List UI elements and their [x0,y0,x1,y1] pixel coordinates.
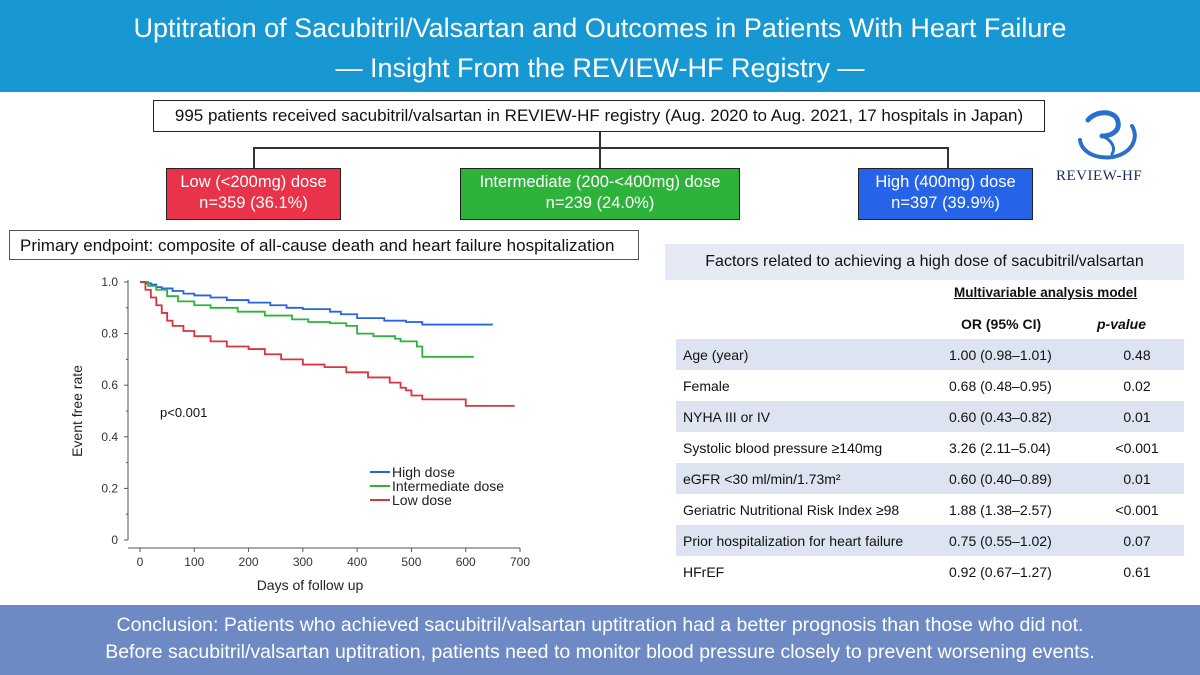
factor-label: Prior hospitalization for heart failure [683,533,904,549]
x-tick-label: 500 [401,555,421,569]
conclusion-line-1: Conclusion: Patients who achieved sacubi… [116,614,1084,636]
factor-row: Prior hospitalization for heart failure … [676,525,1184,556]
legend-label: High dose [392,464,455,480]
factor-or: 0.92 (0.67–1.27) [949,564,1052,580]
primary-endpoint-label: Primary endpoint: composite of all-cause… [9,230,639,260]
kaplan-meier-chart: 0 0.2 0.4 0.6 0.8 1.0 0 100 200 300 400 500 600 700 Da… [69,275,530,593]
factor-p-value: 0.02 [1123,378,1151,394]
tree-connector-right [947,147,949,168]
factor-label: Female [683,378,730,394]
high-dose-count: n=397 (39.9%) [891,194,1000,212]
title-line-1: Uptitration of Sacubitril/Valsartan and … [133,13,1067,43]
factor-label: eGFR <30 ml/min/1.73m² [683,471,841,487]
factor-p-value: 0.48 [1123,347,1151,363]
high-dose-label: High (400mg) dose [875,173,1016,191]
series-line-high-dose [140,281,493,326]
intermediate-dose-group-box: Intermediate (200-<400mg) dose n=239 (24… [460,168,740,220]
title-banner: Uptitration of Sacubitril/Valsartan and … [0,0,1200,92]
tree-connector-horizontal [253,147,948,149]
factor-p-value: <0.001 [1115,440,1159,456]
x-tick-label: 0 [137,555,144,569]
cohort-summary-box: 995 patients received sacubitril/valsart… [153,100,1045,132]
legend-label: Low dose [392,492,452,508]
conclusion-line-2: Before sacubitril/valsartan uptitration,… [105,641,1095,663]
conclusion-banner: Conclusion: Patients who achieved sacubi… [0,605,1200,675]
factor-row: HFrEF 0.92 (0.67–1.27) 0.61 [676,556,1184,587]
p-value-annotation: p<0.001 [160,405,207,420]
factor-label: NYHA III or IV [683,409,771,425]
or-column-header: OR (95% CI) [961,316,1042,332]
intermediate-dose-label: Intermediate (200-<400mg) dose [479,173,721,191]
factor-or: 1.00 (0.98–1.01) [949,347,1052,363]
title-line-2: — Insight From the REVIEW-HF Registry — [335,53,865,83]
tree-connector-mid [599,147,601,168]
y-tick-label: 0 [111,533,118,547]
legend-label: Intermediate dose [392,478,504,494]
y-tick-label: 0.4 [101,430,118,444]
low-dose-group-box: Low (<200mg) dose n=359 (36.1%) [166,168,341,220]
factor-or: 3.26 (2.11–5.04) [949,440,1051,456]
factor-label: Systolic blood pressure ≥140mg [683,440,883,456]
y-tick-label: 0.2 [101,481,118,495]
p-value-column-header: p-value [1097,316,1147,332]
factor-or: 0.60 (0.40–0.89) [949,471,1052,487]
low-dose-label: Low (<200mg) dose [180,173,327,191]
low-dose-count: n=359 (36.1%) [199,194,308,212]
factor-row: Systolic blood pressure ≥140mg 3.26 (2.1… [676,432,1184,463]
tree-connector-vertical-top [599,132,601,148]
factor-row: Female 0.68 (0.48–0.95) 0.02 [676,370,1184,401]
y-tick-label: 0.8 [101,327,118,341]
x-tick-label: 700 [510,555,530,569]
factor-row: Geriatric Nutritional Risk Index ≥98 1.8… [676,494,1184,525]
factor-label: Geriatric Nutritional Risk Index ≥98 [683,502,900,518]
series-line-low-dose [140,281,515,407]
x-tick-label: 300 [293,555,313,569]
factor-p-value: 0.01 [1123,409,1151,425]
y-tick-label: 1.0 [101,275,118,289]
factor-p-value: 0.01 [1123,471,1151,487]
x-tick-label: 600 [456,555,476,569]
x-tick-label: 100 [184,555,204,569]
multivariable-model-title: Multivariable analysis model [954,285,1138,300]
factor-p-value: <0.001 [1115,502,1159,518]
review-hf-logo-icon [1078,110,1137,160]
intermediate-dose-count: n=239 (24.0%) [545,194,655,212]
factor-or: 0.75 (0.55–1.02) [949,533,1052,549]
x-tick-label: 400 [347,555,367,569]
factor-row: NYHA III or IV 0.60 (0.43–0.82) 0.01 [676,401,1184,432]
factor-p-value: 0.61 [1123,564,1151,580]
factor-or: 0.68 (0.48–0.95) [949,378,1052,394]
review-hf-logo-text: REVIEW-HF [1056,168,1143,184]
factor-or: 1.88 (1.38–2.57) [949,502,1052,518]
factor-label: Age (year) [683,347,749,363]
y-axis-title: Event free rate [69,365,85,457]
y-tick-label: 0.6 [101,378,118,392]
factor-label: HFrEF [683,564,725,580]
factor-or: 0.60 (0.43–0.82) [949,409,1052,425]
x-tick-label: 200 [239,555,259,569]
x-axis-title: Days of follow up [257,577,364,593]
series-line-intermediate-dose [140,281,474,358]
factor-row: Age (year) 1.00 (0.98–1.01) 0.48 [676,339,1184,370]
tree-connector-left [253,147,255,168]
factor-row: eGFR <30 ml/min/1.73m² 0.60 (0.40–0.89) … [676,463,1184,494]
high-dose-group-box: High (400mg) dose n=397 (39.9%) [858,168,1033,220]
factors-title: Factors related to achieving a high dose… [665,244,1184,280]
factor-p-value: 0.07 [1123,533,1151,549]
